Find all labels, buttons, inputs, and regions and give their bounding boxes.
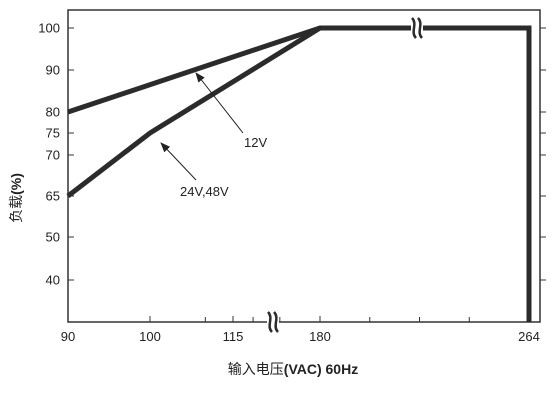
y-tick-label: 50 [46, 230, 60, 245]
x-tick-label: 264 [518, 329, 540, 344]
y-axis-title-unit: (%) [8, 173, 24, 195]
annotations-layer: 12V 24V,48V [160, 72, 267, 199]
y-axis-title-cjk: 负载 [9, 195, 25, 223]
annotation-arrow-12v [195, 72, 244, 134]
y-axis-title: 负载(%) [8, 173, 25, 223]
plot-border [67, 9, 541, 323]
break-stroke [266, 311, 274, 333]
x-axis-ticks: 90 100 115 180 264 [61, 316, 540, 344]
annotation-label-24v-48v: 24V,48V [180, 184, 229, 199]
y-tick-label: 65 [46, 189, 60, 204]
annotation-label-12v: 12V [244, 135, 267, 150]
break-stroke [416, 17, 424, 39]
y-tick-label: 75 [46, 126, 60, 141]
series-layer [66, 25, 532, 322]
y-tick-label: 100 [38, 21, 60, 36]
x-tick-label: 90 [61, 329, 75, 344]
x-axis-title-cjk: 输入电压 [228, 362, 284, 378]
x-tick-label: 100 [139, 329, 161, 344]
series-line-12v [67, 25, 532, 322]
axis-breaks [266, 17, 424, 333]
y-tick-label: 80 [46, 105, 60, 120]
series-line-24v-48v [66, 25, 322, 198]
plot-frame [67, 9, 541, 323]
x-tick-label: 180 [309, 329, 331, 344]
break-stroke [272, 311, 280, 333]
y-tick-label: 90 [46, 63, 60, 78]
x-tick-label: 115 [223, 329, 244, 344]
y-tick-label: 70 [46, 148, 60, 163]
x-axis-title: 输入电压(VAC) 60Hz [228, 361, 358, 378]
y-tick-label: 40 [46, 273, 60, 288]
x-axis-title-unit: (VAC) 60Hz [284, 361, 358, 377]
break-stroke [410, 17, 418, 39]
annotation-arrow-24v-48v [160, 142, 197, 181]
y-axis-ticks: 100 90 80 75 70 65 50 40 [38, 21, 546, 288]
bottom-break-symbol [266, 311, 280, 333]
top-break-symbol [410, 17, 424, 39]
